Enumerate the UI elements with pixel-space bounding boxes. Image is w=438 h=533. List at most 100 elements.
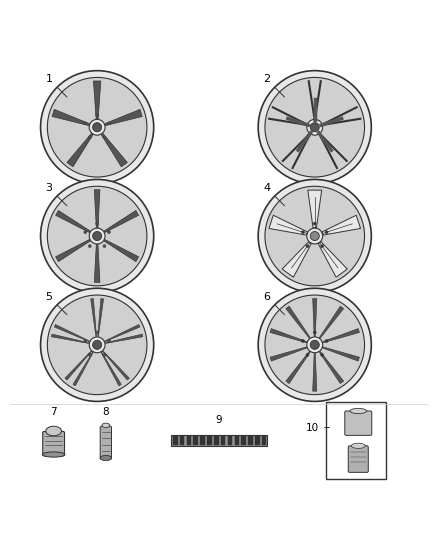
- Circle shape: [41, 71, 154, 184]
- Circle shape: [108, 122, 110, 125]
- Circle shape: [108, 340, 110, 342]
- Circle shape: [265, 186, 364, 286]
- Circle shape: [84, 122, 87, 125]
- Circle shape: [301, 122, 304, 125]
- Text: 6: 6: [263, 292, 285, 314]
- FancyBboxPatch shape: [348, 446, 368, 472]
- Polygon shape: [105, 325, 140, 342]
- Circle shape: [89, 337, 105, 353]
- Circle shape: [258, 288, 371, 401]
- Circle shape: [301, 340, 304, 342]
- Polygon shape: [51, 334, 89, 343]
- Bar: [234, 437, 239, 445]
- Text: 7: 7: [50, 407, 57, 417]
- Polygon shape: [102, 351, 129, 380]
- Polygon shape: [270, 347, 307, 361]
- Polygon shape: [56, 239, 90, 262]
- Text: 5: 5: [46, 292, 67, 314]
- Circle shape: [89, 228, 105, 244]
- Circle shape: [307, 119, 323, 135]
- Bar: [187, 437, 191, 445]
- Circle shape: [103, 136, 106, 139]
- Polygon shape: [319, 351, 344, 384]
- Circle shape: [306, 353, 309, 357]
- Polygon shape: [65, 351, 92, 380]
- Circle shape: [321, 353, 324, 357]
- Circle shape: [313, 222, 316, 225]
- Bar: [214, 437, 219, 445]
- Polygon shape: [269, 215, 307, 235]
- Text: 8: 8: [102, 407, 109, 417]
- Text: 1: 1: [46, 74, 67, 97]
- Polygon shape: [106, 334, 143, 343]
- Polygon shape: [101, 133, 127, 167]
- Circle shape: [103, 245, 106, 247]
- Polygon shape: [322, 215, 360, 235]
- Circle shape: [307, 337, 323, 353]
- Circle shape: [306, 136, 309, 139]
- Ellipse shape: [42, 452, 65, 457]
- Circle shape: [41, 180, 154, 293]
- Polygon shape: [94, 190, 100, 228]
- Circle shape: [84, 231, 87, 233]
- Text: 9: 9: [215, 415, 223, 425]
- Circle shape: [306, 245, 309, 247]
- Polygon shape: [93, 81, 101, 119]
- Circle shape: [301, 231, 304, 233]
- Circle shape: [325, 340, 328, 342]
- Polygon shape: [323, 328, 360, 343]
- Text: 3: 3: [46, 183, 67, 206]
- Circle shape: [325, 122, 328, 125]
- Bar: [207, 437, 212, 445]
- Polygon shape: [308, 190, 321, 228]
- Ellipse shape: [350, 408, 367, 414]
- Polygon shape: [313, 298, 317, 336]
- Circle shape: [47, 295, 147, 394]
- Polygon shape: [286, 306, 310, 338]
- Circle shape: [310, 231, 319, 240]
- Circle shape: [89, 119, 105, 135]
- Circle shape: [88, 353, 91, 357]
- Circle shape: [96, 331, 99, 334]
- Circle shape: [310, 340, 319, 349]
- Bar: [262, 437, 266, 445]
- Circle shape: [265, 77, 364, 177]
- Circle shape: [47, 186, 147, 286]
- Circle shape: [84, 340, 87, 342]
- Polygon shape: [67, 133, 93, 167]
- Bar: [248, 437, 253, 445]
- Polygon shape: [91, 298, 96, 336]
- Circle shape: [92, 231, 102, 240]
- Polygon shape: [54, 325, 89, 342]
- Bar: [200, 437, 205, 445]
- Polygon shape: [73, 352, 93, 386]
- Polygon shape: [52, 109, 89, 126]
- Polygon shape: [323, 347, 360, 361]
- Circle shape: [92, 123, 102, 132]
- Polygon shape: [282, 242, 311, 277]
- Polygon shape: [105, 109, 142, 126]
- Polygon shape: [270, 328, 307, 343]
- Circle shape: [258, 180, 371, 293]
- Ellipse shape: [351, 443, 365, 448]
- Ellipse shape: [100, 455, 112, 461]
- Circle shape: [88, 245, 91, 247]
- Circle shape: [96, 114, 99, 116]
- Polygon shape: [104, 211, 139, 232]
- Circle shape: [265, 295, 364, 394]
- Polygon shape: [104, 239, 139, 262]
- Circle shape: [108, 231, 110, 233]
- Circle shape: [307, 228, 323, 244]
- Circle shape: [310, 123, 319, 132]
- Bar: [194, 437, 198, 445]
- Ellipse shape: [46, 426, 61, 436]
- Text: 2: 2: [263, 74, 285, 97]
- Bar: [255, 437, 260, 445]
- Polygon shape: [313, 353, 317, 391]
- Circle shape: [41, 288, 154, 401]
- Circle shape: [92, 340, 102, 349]
- FancyBboxPatch shape: [100, 426, 112, 459]
- Polygon shape: [286, 351, 310, 384]
- Circle shape: [47, 77, 147, 177]
- Circle shape: [96, 222, 99, 225]
